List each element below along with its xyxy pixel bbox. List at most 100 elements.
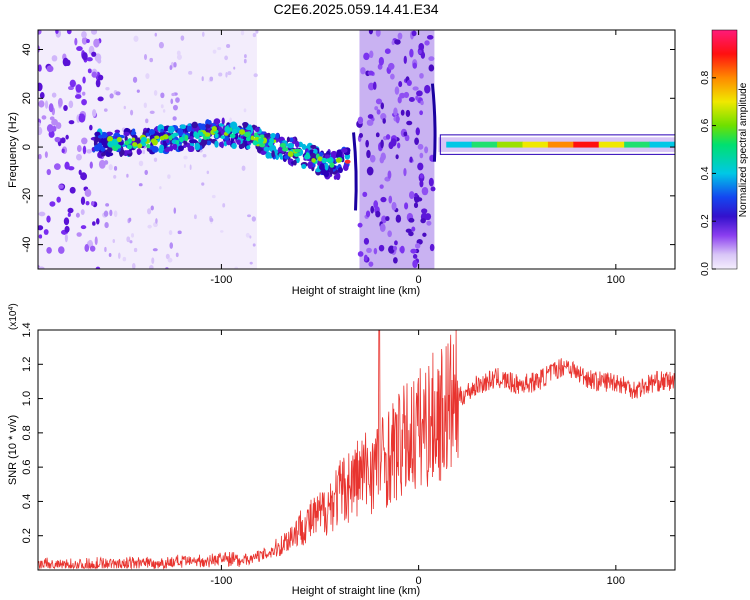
noise-blob xyxy=(60,137,66,144)
noise-blob xyxy=(384,48,391,54)
noise-blob xyxy=(366,119,374,126)
ridge-hotspot xyxy=(344,159,351,164)
ridge-blob xyxy=(307,161,313,170)
noise-blob xyxy=(387,170,392,180)
noise-blob xyxy=(395,214,402,223)
noise-blob xyxy=(240,30,245,36)
ridge-peak xyxy=(279,142,286,148)
noise-blob xyxy=(95,79,101,88)
noise-blob xyxy=(393,245,398,251)
spectrogram-y-tick-label: -20 xyxy=(21,188,33,204)
ridge-blob xyxy=(101,152,106,157)
noise-blob xyxy=(405,109,411,118)
snr-y-tick-label: 0.6 xyxy=(21,459,33,474)
noise-blob xyxy=(108,253,112,257)
ridge-peak xyxy=(179,136,184,143)
noise-blob xyxy=(75,212,80,218)
noise-blob xyxy=(85,201,90,206)
noise-blob xyxy=(202,154,207,158)
noise-blob xyxy=(64,225,70,233)
ridge-blob xyxy=(289,137,294,143)
ridge-blob xyxy=(324,162,329,171)
noise-blob xyxy=(66,30,72,35)
snr-frame xyxy=(37,329,676,571)
noise-blob xyxy=(152,248,158,252)
carrier-segment xyxy=(573,141,600,148)
noise-blob xyxy=(82,91,86,96)
noise-blob xyxy=(188,70,193,75)
ridge-blob xyxy=(270,132,276,139)
noise-blob xyxy=(38,225,44,231)
noise-blob xyxy=(375,30,381,37)
noise-blob xyxy=(194,214,197,220)
noise-blob xyxy=(65,134,69,140)
colorbar: 0.0 0.2 0.4 0.6 0.8 Normalized spectral ampl… xyxy=(700,29,749,276)
noise-blob xyxy=(46,246,52,254)
ridge-peak xyxy=(154,135,160,140)
noise-blob xyxy=(419,72,424,79)
ridge-blob xyxy=(101,138,107,146)
noise-blob xyxy=(380,139,384,149)
noise-blob xyxy=(411,226,416,232)
noise-blob xyxy=(233,66,236,70)
noise-blob xyxy=(408,231,414,237)
noise-blob xyxy=(147,224,152,229)
ridge-peak xyxy=(199,131,204,137)
noise-blob xyxy=(76,153,82,161)
noise-blob xyxy=(76,144,82,153)
noise-blob xyxy=(224,55,229,61)
noise-blob xyxy=(56,196,61,203)
ridge-blob xyxy=(178,145,184,152)
noise-blob xyxy=(171,92,176,97)
ridge-peak xyxy=(329,162,335,168)
noise-blob xyxy=(89,245,96,252)
ridge-blob xyxy=(93,144,101,152)
noise-blob xyxy=(92,221,96,226)
snr-y-multiplier: (x104) xyxy=(8,303,20,330)
noise-blob xyxy=(123,105,126,110)
colorbar-tick-label: 0.6 xyxy=(700,118,711,132)
noise-blob xyxy=(388,245,395,254)
colorbar-gradient xyxy=(711,29,738,270)
noise-blob xyxy=(39,91,45,99)
noise-blob xyxy=(63,104,68,112)
ridge-blob xyxy=(136,148,142,155)
noise-blob xyxy=(149,57,154,63)
noise-blob xyxy=(128,217,132,222)
noise-blob xyxy=(169,65,173,71)
noise-blob xyxy=(67,207,74,214)
colorbar-tick-label: 0.0 xyxy=(700,262,711,276)
ridge-blob xyxy=(318,151,324,157)
noise-blob xyxy=(93,38,100,48)
snr-y-tick-label: 0.8 xyxy=(21,425,33,440)
noise-blob xyxy=(393,257,398,264)
noise-blob xyxy=(375,98,383,105)
noise-blob xyxy=(394,240,398,246)
noise-blob xyxy=(38,100,45,108)
noise-blob xyxy=(86,149,92,154)
noise-blob xyxy=(78,169,82,176)
noise-blob xyxy=(132,76,138,83)
noise-blob xyxy=(82,145,87,155)
noise-blob xyxy=(416,90,423,97)
noise-blob xyxy=(38,82,43,92)
noise-blob xyxy=(394,86,400,95)
noise-blob xyxy=(44,100,49,109)
noise-blob xyxy=(64,233,68,243)
noise-blob xyxy=(403,131,408,137)
ridge-peak xyxy=(294,148,301,153)
colorbar-tick-label: 0.2 xyxy=(700,214,711,228)
noise-blob xyxy=(53,163,61,170)
noise-blob xyxy=(84,244,90,252)
noise-blob xyxy=(212,49,217,54)
snr-x-tick-label: 0 xyxy=(416,575,422,587)
noise-blob xyxy=(428,177,434,187)
ridge-blob xyxy=(337,166,344,174)
ridge-blob xyxy=(283,155,290,160)
noise-blob xyxy=(206,170,210,175)
noise-blob xyxy=(145,73,150,79)
snr-multiplier-exp: 4 xyxy=(8,307,15,311)
colorbar-ticks: 0.0 0.2 0.4 0.6 0.8 xyxy=(700,70,716,276)
noise-blob xyxy=(379,184,384,189)
noise-blob xyxy=(420,51,426,59)
